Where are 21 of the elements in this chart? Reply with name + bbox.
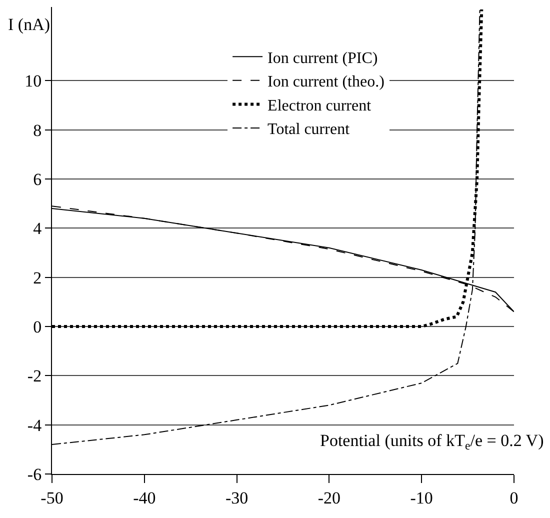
y-tick-label: -4 bbox=[27, 416, 42, 435]
x-tick-label: -20 bbox=[318, 488, 341, 508]
y-tick-label: 10 bbox=[24, 72, 42, 91]
legend-label: Total current bbox=[268, 121, 350, 138]
x-tick-label: -10 bbox=[410, 488, 433, 508]
y-tick-label: 4 bbox=[33, 219, 42, 238]
y-tick-label: -6 bbox=[27, 464, 42, 484]
legend-label: Electron current bbox=[268, 97, 372, 114]
y-tick-label: 6 bbox=[33, 170, 42, 189]
y-tick-label: 2 bbox=[33, 268, 42, 288]
y-tick-label: -2 bbox=[27, 366, 42, 386]
y-tick-label: 8 bbox=[33, 120, 42, 140]
x-tick-label: -30 bbox=[225, 488, 248, 508]
x-tick-label: -40 bbox=[133, 488, 156, 508]
x-tick-label: 0 bbox=[510, 488, 518, 508]
y-tick-label: 0 bbox=[33, 317, 42, 336]
x-axis-title: Potential (units of kT$_{e}$/e = 0.2 V) bbox=[320, 431, 544, 453]
legend-label: Ion current (PIC) bbox=[268, 50, 378, 67]
x-tick-label: -50 bbox=[40, 488, 64, 508]
legend-label: Ion current (theo.) bbox=[268, 74, 384, 91]
y-axis-title: I (nA) bbox=[8, 15, 50, 34]
